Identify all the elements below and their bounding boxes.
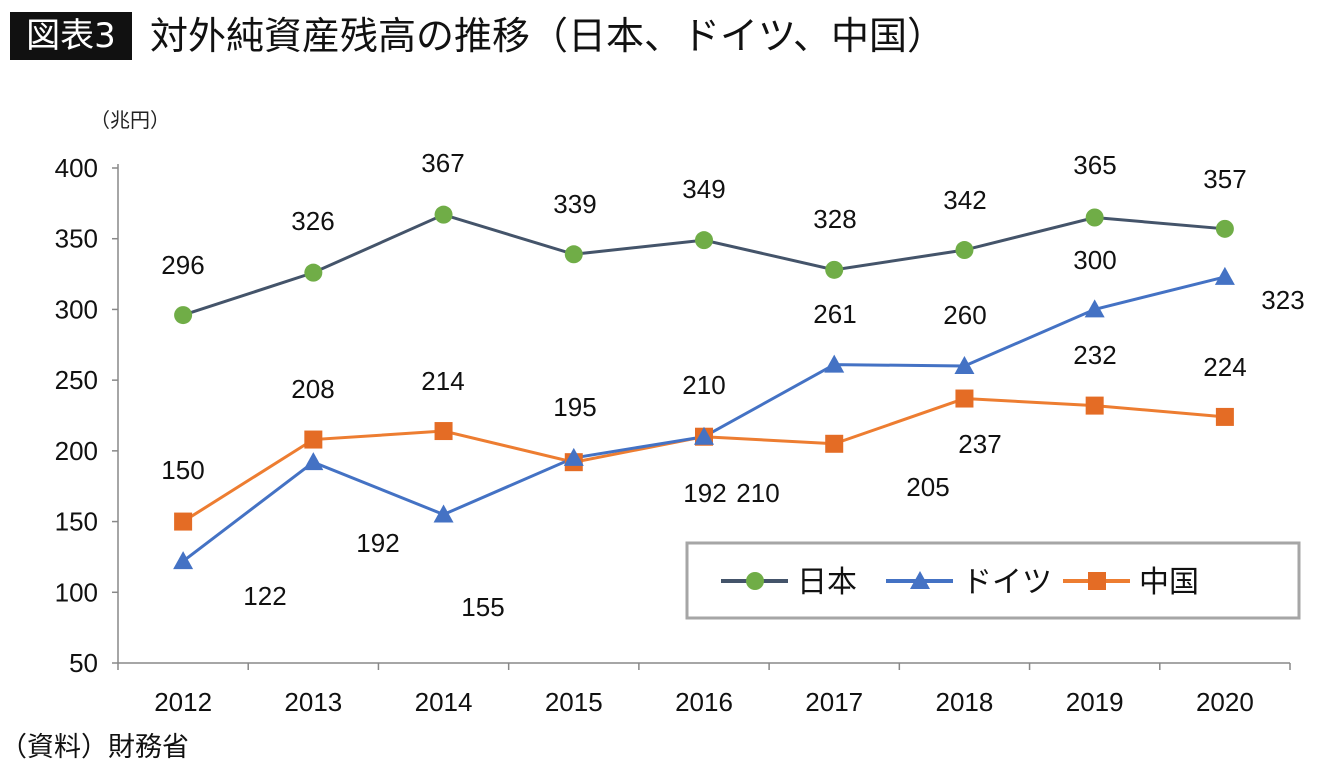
y-tick-label: 200: [55, 436, 98, 466]
data-label: 208: [291, 374, 334, 404]
x-tick-label: 2013: [284, 687, 342, 717]
data-point: [304, 430, 323, 449]
data-point: [1085, 208, 1104, 227]
y-tick-label: 400: [55, 153, 98, 183]
y-tick-label: 250: [55, 365, 98, 395]
legend-label: 中国: [1139, 566, 1199, 599]
legend: [685, 541, 1301, 620]
data-label: 342: [943, 185, 986, 215]
x-tick-label: 2015: [545, 687, 603, 717]
data-label: 296: [161, 250, 204, 280]
data-point: [824, 354, 845, 373]
data-label: 155: [461, 592, 504, 622]
x-tick-label: 2020: [1196, 687, 1254, 717]
legend-marker: [746, 572, 764, 590]
data-point: [955, 389, 974, 408]
y-tick-label: 100: [55, 577, 98, 607]
figure-badge: 図表3: [10, 12, 132, 60]
data-label: 328: [813, 204, 856, 234]
data-label: 150: [161, 455, 204, 485]
data-point: [563, 447, 584, 466]
legend-label: ドイツ: [962, 566, 1052, 599]
data-point: [955, 241, 974, 260]
series-line-0: [182, 213, 1226, 317]
data-label: 210: [682, 370, 725, 400]
y-tick-label: 150: [55, 507, 98, 537]
data-label: 323: [1261, 285, 1304, 315]
x-tick-label: 2018: [936, 687, 994, 717]
data-label: 195: [553, 392, 596, 422]
legend-marker: [910, 571, 930, 589]
data-label: 326: [291, 206, 334, 236]
y-axis-unit: （兆円）: [90, 108, 170, 132]
data-point: [1215, 407, 1234, 426]
data-label: 214: [421, 366, 464, 396]
legend-marker: [1088, 572, 1106, 590]
chart-title: 対外純資産残高の推移（日本、ドイツ、中国）: [150, 14, 945, 58]
data-point: [1215, 219, 1234, 238]
data-point: [434, 422, 453, 441]
data-point: [433, 504, 454, 523]
data-point: [954, 356, 975, 374]
y-tick-label: 350: [55, 224, 98, 254]
x-tick-label: 2017: [805, 687, 863, 717]
data-point: [825, 434, 844, 453]
data-label: 349: [682, 174, 725, 204]
data-point: [825, 260, 844, 279]
x-tick-label: 2019: [1066, 687, 1124, 717]
y-tick-label: 300: [55, 294, 98, 324]
data-label: 192: [356, 528, 399, 558]
data-point: [695, 231, 713, 250]
data-label: 232: [1073, 340, 1116, 370]
data-point: [694, 426, 714, 445]
legend-label: 日本: [797, 566, 857, 599]
data-label: 122: [243, 581, 286, 611]
data-point: [1084, 299, 1105, 318]
data-label: 365: [1073, 150, 1116, 180]
x-tick-label: 2014: [415, 687, 473, 717]
data-point: [564, 245, 583, 264]
data-label: 339: [553, 189, 596, 219]
data-point: [173, 551, 194, 570]
data-label: 210: [736, 478, 779, 508]
data-label: 192: [683, 478, 726, 508]
series-line-1: [182, 275, 1226, 563]
x-tick-label: 2012: [154, 687, 212, 717]
data-point: [1214, 266, 1235, 285]
data-label: 237: [958, 429, 1001, 459]
data-point: [174, 512, 193, 531]
data-point: [174, 306, 193, 325]
data-label: 300: [1073, 245, 1116, 275]
data-label: 261: [813, 299, 856, 329]
data-label: 367: [421, 148, 464, 178]
data-label: 260: [943, 300, 986, 330]
data-point: [434, 205, 453, 224]
data-label: 357: [1203, 164, 1246, 194]
x-tick-label: 2016: [675, 687, 733, 717]
data-point: [304, 263, 323, 282]
source-note: （資料）財務省: [0, 732, 189, 763]
data-label: 224: [1203, 352, 1246, 382]
y-tick-label: 50: [69, 648, 98, 678]
data-label: 205: [906, 472, 949, 502]
data-point: [303, 452, 324, 471]
data-point: [1085, 396, 1104, 415]
